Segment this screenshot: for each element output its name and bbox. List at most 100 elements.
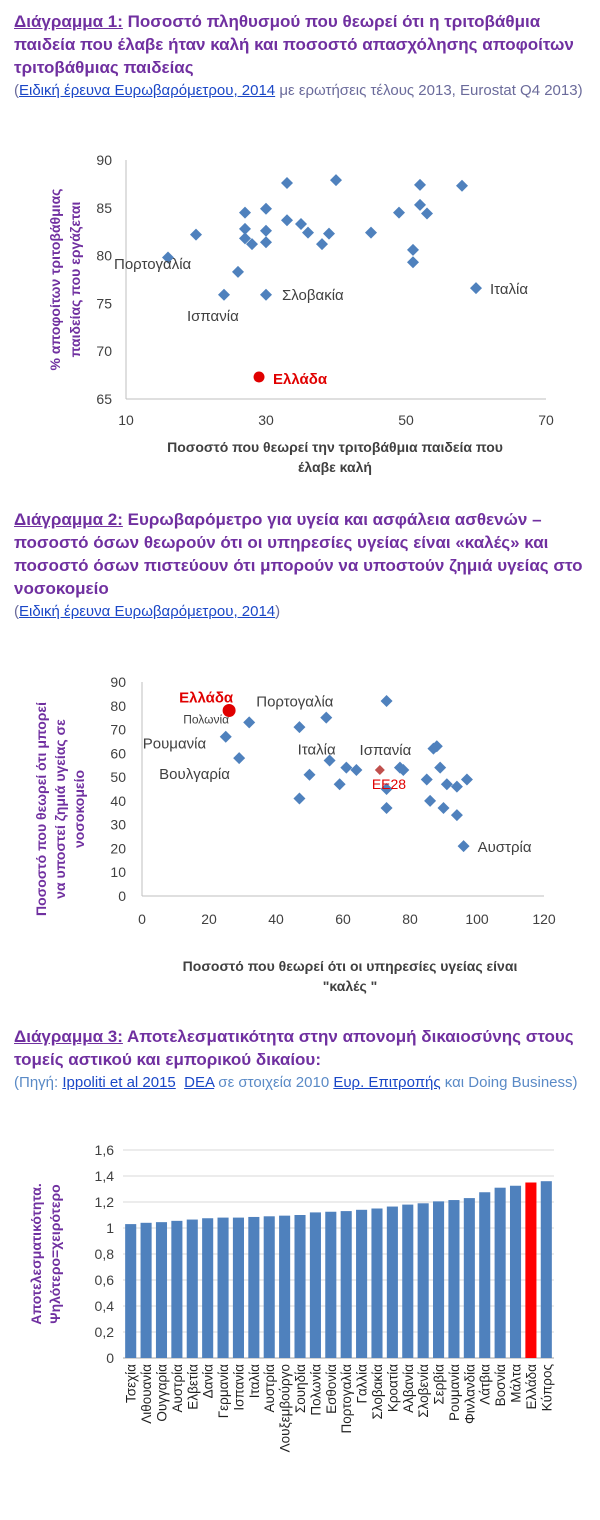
y-axis-title: παιδείας που εργάζεται xyxy=(67,202,83,358)
y-tick-label: 1,6 xyxy=(95,1142,115,1158)
data-point xyxy=(246,238,258,251)
x-tick-label: 40 xyxy=(268,911,284,927)
x-tick-label: Αυστρία xyxy=(170,1364,185,1413)
data-point xyxy=(380,783,393,795)
chart-3-source-link-1[interactable]: Ippoliti et al 2015 xyxy=(62,1074,176,1091)
data-point xyxy=(260,236,272,249)
data-point xyxy=(281,214,293,227)
data-point xyxy=(316,238,328,251)
data-point xyxy=(380,695,393,708)
y-axis-title-group: Ποσοστό που θεωρεί ότι μπορεί να υποστεί … xyxy=(33,702,87,916)
bar xyxy=(248,1216,260,1358)
bar xyxy=(140,1222,152,1358)
y-tick-label: 80 xyxy=(96,248,112,264)
point-label: Πολωνία xyxy=(183,712,229,726)
section-2-header: Διάγραμμα 2: Ευρωβαρόμετρο για υγεία και… xyxy=(14,508,589,622)
y-tick-label: 70 xyxy=(110,722,126,738)
bar xyxy=(263,1216,275,1358)
y-tick-label: 65 xyxy=(96,391,112,407)
y-tick-label: 0,8 xyxy=(95,1246,115,1262)
chart-1-title: Διάγραμμα 1: Ποσοστό πληθυσμού που θεωρε… xyxy=(14,10,589,79)
data-point xyxy=(162,251,174,264)
y-tick-label: 1,4 xyxy=(95,1168,115,1184)
point-label: Βουλγαρία xyxy=(159,766,230,783)
data-point xyxy=(323,227,335,240)
data-point xyxy=(414,178,426,191)
data-point xyxy=(260,202,272,215)
chart-2-title-label: Διάγραμμα 2: xyxy=(14,510,123,529)
data-point xyxy=(460,773,473,786)
y-tick-label: 50 xyxy=(110,769,126,785)
y-axis-title: Ψηλότερο=χειρότερο xyxy=(47,1184,63,1323)
data-point xyxy=(424,794,437,807)
y-tick-label: 10 xyxy=(110,864,126,880)
data-point xyxy=(218,288,230,301)
x-tick-label: 80 xyxy=(402,911,418,927)
chart-3-title-text: Αποτελεσματικότητα στην απονομή δικαιοσύ… xyxy=(14,1027,574,1069)
y-tick-label: 1 xyxy=(106,1220,114,1236)
point-label: Αυστρία xyxy=(478,839,532,856)
x-tick-label: 120 xyxy=(532,911,556,927)
chart-2-title-text: Ευρωβαρόμετρο για υγεία και ασφάλεια ασθ… xyxy=(14,510,583,598)
bar xyxy=(371,1208,383,1358)
x-tick-label: Δανία xyxy=(201,1364,216,1399)
chart-1-source-link[interactable]: Ειδική έρευνα Ευρωβαρόμετρου, 2014 xyxy=(19,82,276,99)
chart-3-source-link-2[interactable]: DEA xyxy=(184,1074,215,1091)
data-point xyxy=(414,198,426,211)
bar xyxy=(479,1192,491,1358)
chart-2-source-link[interactable]: Ειδική έρευνα Ευρωβαρόμετρου, 2014 xyxy=(19,603,276,620)
y-tick-label: 70 xyxy=(96,343,112,359)
point-label: EE28 xyxy=(372,776,406,792)
point-label: Ρουμανία xyxy=(143,736,207,753)
chart-2-title: Διάγραμμα 2: Ευρωβαρόμετρο για υγεία και… xyxy=(14,508,589,600)
x-axis-title: Ποσοστό που θεωρεί ότι οι υπηρεσίες υγεί… xyxy=(183,958,518,974)
data-point xyxy=(233,752,246,765)
data-point xyxy=(421,207,433,220)
x-tick-label: Φινλανδία xyxy=(462,1364,477,1424)
chart-3-source-link-3[interactable]: Ευρ. Επιτροπής xyxy=(333,1074,441,1091)
x-tick-label: Ουγγαρία xyxy=(154,1364,169,1422)
x-tick-label: Βοσνία xyxy=(493,1364,508,1407)
chart-1-title-label: Διάγραμμα 1: xyxy=(14,12,123,31)
data-point xyxy=(393,206,405,219)
data-point xyxy=(239,222,251,235)
bar xyxy=(509,1185,522,1358)
bar xyxy=(463,1198,475,1358)
data-point xyxy=(350,763,363,776)
x-tick-label: Κροατία xyxy=(385,1364,400,1412)
y-axis-title-group: % αποφοίτων τριτοβάθμιας παιδείας που εργ… xyxy=(47,189,83,371)
y-tick-label: 1,2 xyxy=(95,1194,115,1210)
x-tick-label: Σλοβενία xyxy=(416,1364,431,1418)
data-point xyxy=(380,802,393,815)
data-point xyxy=(457,840,470,853)
data-point xyxy=(239,232,251,245)
x-tick-label: 30 xyxy=(258,412,274,428)
point-label: Ιταλία xyxy=(298,741,336,758)
x-tick-label: Πορτογαλία xyxy=(339,1364,354,1434)
chart-3-source: (Πηγή: Ippoliti et al 2015 DEA σε στοιχε… xyxy=(14,1073,589,1093)
data-point xyxy=(407,243,419,256)
data-point xyxy=(260,288,272,301)
data-point xyxy=(303,768,316,781)
x-tick-label: 50 xyxy=(398,412,414,428)
y-tick-label: 0 xyxy=(118,888,126,904)
data-point xyxy=(430,740,443,753)
point-label: Ισπανία xyxy=(360,742,412,759)
y-tick-label: 0,2 xyxy=(95,1324,115,1340)
point-label: Πορτογαλία xyxy=(114,256,192,273)
bar xyxy=(417,1203,429,1358)
y-axis-title-group: Αποτελεσματικότητα. Ψηλότερο=χειρότερο xyxy=(28,1183,63,1324)
y-tick-label: 0,6 xyxy=(95,1272,115,1288)
source-open: (Πηγή: xyxy=(14,1074,63,1091)
x-tick-label: Ελλάδα xyxy=(524,1364,539,1410)
section-3-header: Διάγραμμα 3: Αποτελεσματικότητα στην απο… xyxy=(14,1025,589,1093)
x-tick-label: 0 xyxy=(138,911,146,927)
x-tick-label: Μάλτα xyxy=(509,1364,524,1403)
data-point xyxy=(190,228,202,241)
x-axis-title: Ποσοστό που θεωρεί την τριτοβάθμια παιδε… xyxy=(167,439,503,455)
bar xyxy=(309,1212,321,1358)
x-tick-label: Ρουμανία xyxy=(447,1364,462,1421)
x-tick-label: Αλβανία xyxy=(401,1364,416,1413)
y-tick-label: 80 xyxy=(110,698,126,714)
y-tick-label: 90 xyxy=(96,152,112,168)
